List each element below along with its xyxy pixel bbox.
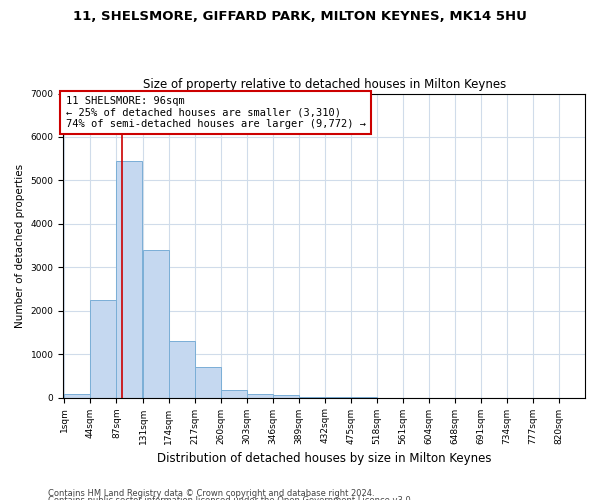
- Bar: [143, 250, 169, 398]
- Bar: [91, 300, 116, 398]
- Bar: [247, 394, 273, 398]
- X-axis label: Distribution of detached houses by size in Milton Keynes: Distribution of detached houses by size …: [157, 452, 491, 465]
- Y-axis label: Number of detached properties: Number of detached properties: [15, 164, 25, 328]
- Bar: [195, 367, 221, 398]
- Text: 11 SHELSMORE: 96sqm
← 25% of detached houses are smaller (3,310)
74% of semi-det: 11 SHELSMORE: 96sqm ← 25% of detached ho…: [65, 96, 365, 129]
- Text: 11, SHELSMORE, GIFFARD PARK, MILTON KEYNES, MK14 5HU: 11, SHELSMORE, GIFFARD PARK, MILTON KEYN…: [73, 10, 527, 23]
- Bar: [299, 396, 325, 398]
- Bar: [221, 390, 247, 398]
- Bar: [273, 396, 299, 398]
- Text: Contains HM Land Registry data © Crown copyright and database right 2024.: Contains HM Land Registry data © Crown c…: [48, 488, 374, 498]
- Bar: [169, 341, 195, 398]
- Bar: [116, 161, 142, 398]
- Title: Size of property relative to detached houses in Milton Keynes: Size of property relative to detached ho…: [143, 78, 506, 91]
- Bar: [64, 394, 91, 398]
- Text: Contains public sector information licensed under the Open Government Licence v3: Contains public sector information licen…: [48, 496, 413, 500]
